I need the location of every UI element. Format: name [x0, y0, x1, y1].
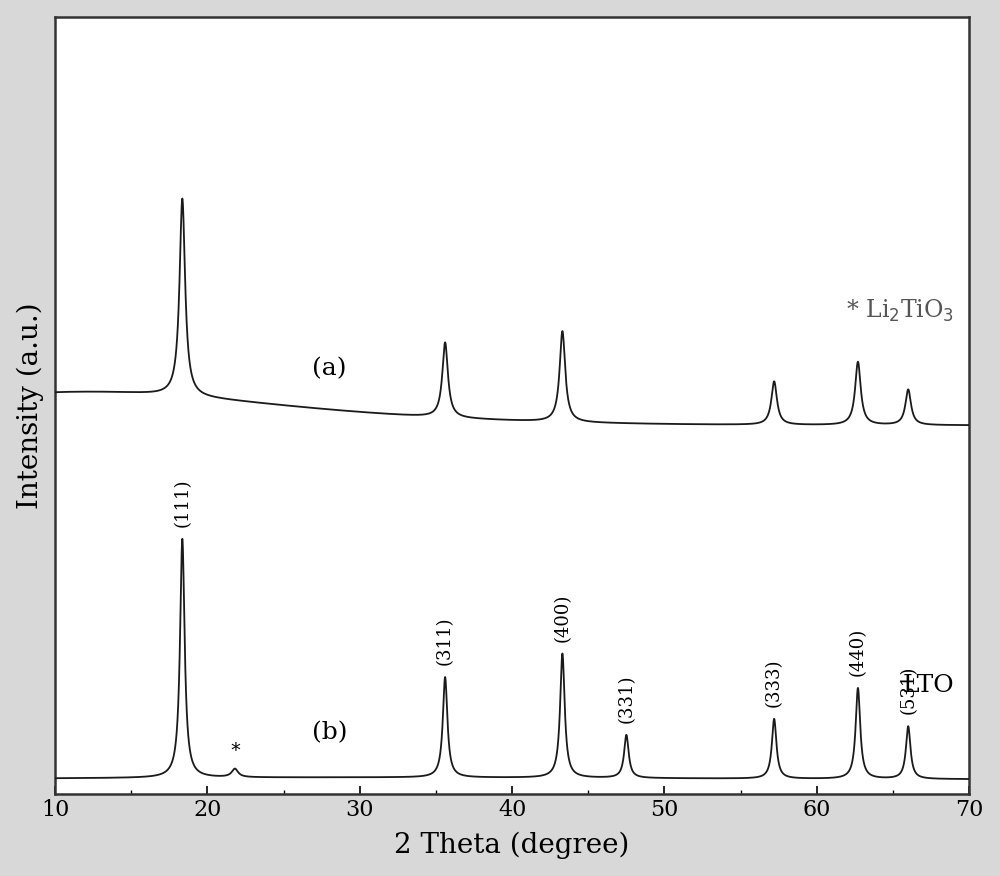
Text: (111): (111)	[173, 478, 191, 527]
X-axis label: 2 Theta (degree): 2 Theta (degree)	[394, 832, 630, 859]
Text: (331): (331)	[617, 675, 635, 723]
Text: LTO: LTO	[902, 674, 954, 697]
Text: (b): (b)	[312, 721, 347, 744]
Text: *: *	[230, 741, 240, 759]
Text: (333): (333)	[765, 659, 783, 707]
Text: (a): (a)	[312, 357, 347, 380]
Text: (311): (311)	[436, 617, 454, 665]
Text: (531): (531)	[899, 666, 917, 715]
Text: (440): (440)	[849, 628, 867, 676]
Text: * Li$_2$TiO$_3$: * Li$_2$TiO$_3$	[846, 298, 954, 324]
Text: (400): (400)	[553, 593, 571, 642]
Y-axis label: Intensity (a.u.): Intensity (a.u.)	[17, 302, 44, 509]
